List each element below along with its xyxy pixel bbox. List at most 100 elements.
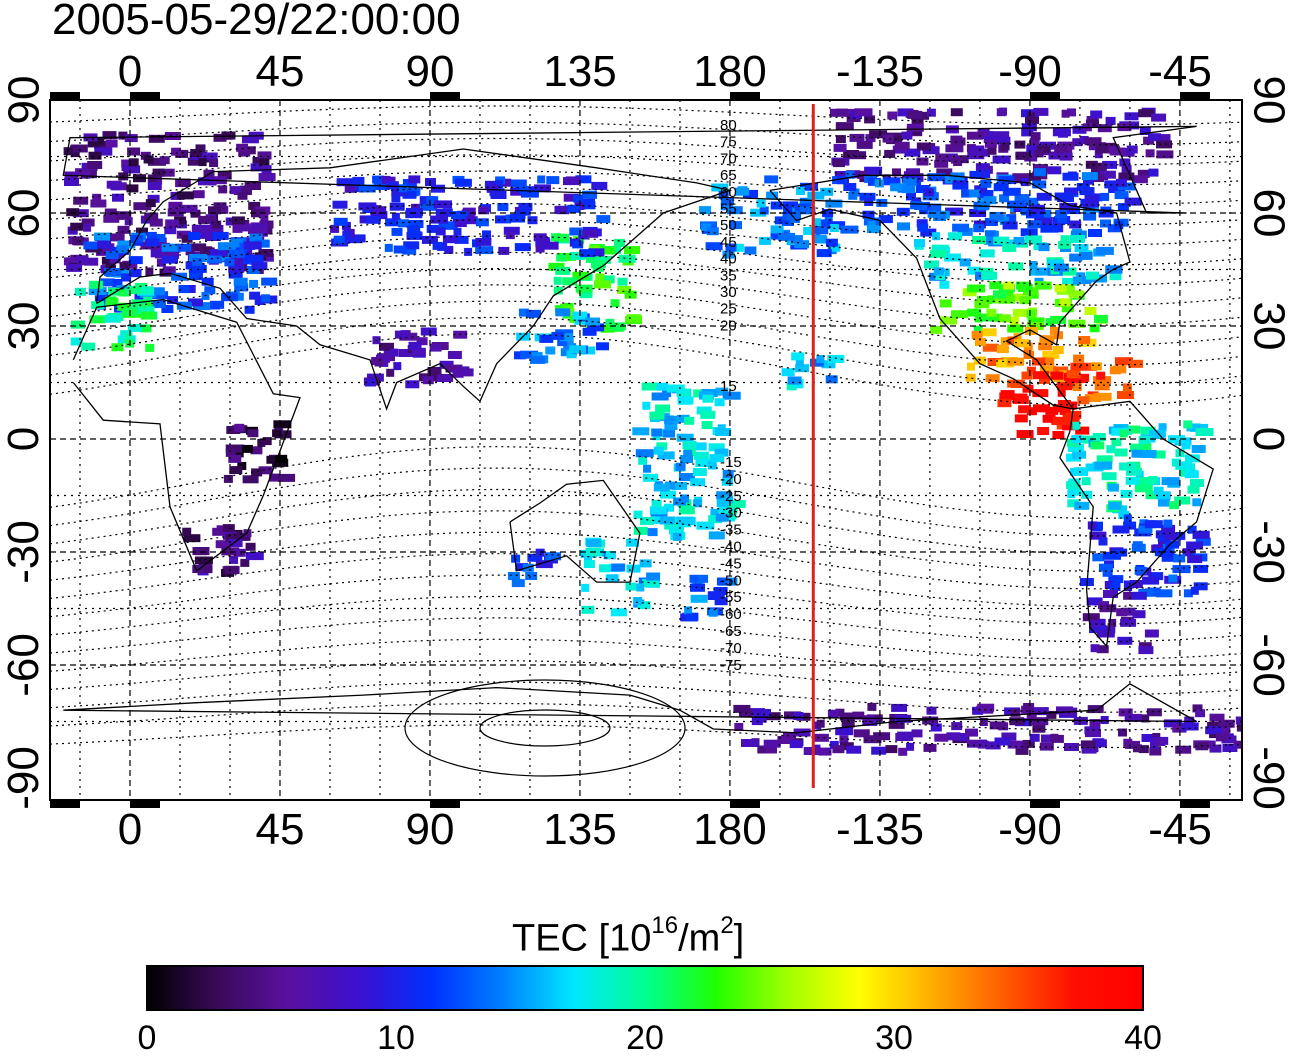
tec-cell bbox=[128, 256, 143, 265]
tec-cell bbox=[178, 285, 190, 294]
tec-cell bbox=[633, 510, 643, 519]
tec-cell bbox=[835, 108, 848, 117]
tec-cell bbox=[834, 171, 849, 179]
tec-cell bbox=[495, 215, 511, 224]
tec-cell bbox=[1105, 116, 1116, 125]
contour-label-south: -50 bbox=[720, 572, 742, 589]
tec-cell bbox=[461, 209, 475, 218]
tec-cell bbox=[215, 540, 231, 549]
tec-cell bbox=[182, 527, 192, 536]
tec-cell bbox=[728, 500, 746, 509]
tec-cell bbox=[1050, 734, 1064, 743]
tec-cell bbox=[967, 284, 986, 293]
tec-cell bbox=[478, 206, 490, 215]
tec-cell bbox=[431, 184, 445, 193]
tec-cell bbox=[596, 342, 609, 351]
tec-cell bbox=[651, 428, 663, 437]
tec-cell bbox=[406, 207, 423, 216]
tec-cell bbox=[127, 147, 141, 156]
tec-cell bbox=[720, 202, 733, 211]
tec-cell bbox=[188, 254, 207, 262]
tec-cell bbox=[636, 583, 645, 592]
tec-cell bbox=[1090, 110, 1103, 119]
tec-cell bbox=[111, 343, 124, 352]
tec-cell bbox=[1052, 346, 1064, 354]
tec-cell bbox=[490, 191, 507, 199]
tec-cell bbox=[116, 245, 129, 254]
tec-cell bbox=[977, 296, 992, 304]
magnetic-contour bbox=[50, 300, 1242, 366]
tec-cell bbox=[106, 180, 122, 189]
tec-cell bbox=[1124, 713, 1142, 722]
tec-cell bbox=[126, 269, 142, 278]
magnetic-contour bbox=[50, 154, 1242, 186]
tec-cell bbox=[1054, 284, 1072, 293]
tec-cell bbox=[807, 191, 825, 200]
lon-tick-top: -90 bbox=[998, 47, 1062, 96]
tec-cell bbox=[1095, 246, 1114, 255]
tec-cell bbox=[1148, 587, 1161, 596]
tec-cell bbox=[608, 322, 626, 331]
tec-cell bbox=[1042, 350, 1060, 359]
tec-cell bbox=[1108, 185, 1126, 193]
colorbar-tick-label: 20 bbox=[626, 1019, 664, 1057]
tec-cell bbox=[94, 295, 106, 304]
tec-cell bbox=[1132, 541, 1143, 550]
tec-cell bbox=[1218, 719, 1235, 728]
tec-cell bbox=[1059, 202, 1078, 211]
tec-cell bbox=[641, 382, 659, 391]
tec-cell bbox=[1087, 705, 1104, 714]
tec-cell bbox=[1181, 722, 1199, 731]
tec-cell bbox=[979, 249, 995, 258]
tec-cell bbox=[229, 186, 242, 195]
tec-cell bbox=[1144, 520, 1163, 529]
tec-cell bbox=[498, 246, 510, 255]
tec-cell bbox=[181, 234, 193, 243]
tec-cell bbox=[269, 473, 281, 482]
tec-cell bbox=[632, 427, 650, 436]
tec-cell bbox=[1145, 149, 1155, 158]
tec-cell bbox=[1148, 133, 1161, 142]
tec-cell bbox=[385, 218, 402, 227]
tec-cell bbox=[408, 175, 421, 184]
tec-cell bbox=[611, 563, 626, 572]
tec-cell bbox=[73, 196, 89, 205]
tec-cell bbox=[677, 396, 694, 405]
tec-cell bbox=[84, 257, 99, 266]
tec-cell bbox=[1090, 644, 1100, 653]
contour-label-north: 80 bbox=[720, 117, 737, 134]
tec-cell bbox=[1100, 219, 1111, 228]
tec-cell bbox=[526, 309, 541, 318]
tec-cell bbox=[718, 504, 735, 513]
tec-cell bbox=[818, 747, 832, 756]
tec-cell bbox=[887, 111, 898, 120]
tec-cell bbox=[726, 206, 743, 215]
tec-cell bbox=[1161, 524, 1176, 533]
tec-cell bbox=[374, 358, 384, 367]
tec-cell bbox=[717, 424, 726, 433]
tec-cell bbox=[1123, 514, 1132, 523]
tec-cell bbox=[613, 238, 625, 247]
tec-cell bbox=[163, 250, 179, 259]
lon-tick-bottom: -90 bbox=[998, 805, 1062, 854]
tec-cell bbox=[351, 234, 366, 243]
tec-cell bbox=[1122, 607, 1136, 616]
tec-cell bbox=[371, 206, 383, 215]
tec-cell bbox=[1007, 324, 1024, 333]
tec-cell bbox=[1040, 224, 1059, 233]
tec-cell bbox=[190, 149, 203, 157]
tec-cell bbox=[187, 157, 200, 166]
tec-cell bbox=[756, 199, 766, 208]
tec-cell bbox=[599, 564, 611, 573]
tec-cell bbox=[657, 451, 675, 460]
tec-cell bbox=[249, 291, 261, 300]
tec-cell bbox=[979, 170, 991, 178]
tec-cell bbox=[454, 178, 472, 187]
tec-cell bbox=[557, 338, 568, 347]
tec-cell bbox=[556, 206, 570, 215]
tec-cell bbox=[790, 235, 803, 244]
tec-cell bbox=[950, 137, 966, 146]
tec-cell bbox=[696, 521, 715, 530]
tec-cell bbox=[1129, 443, 1143, 452]
tec-cell bbox=[1018, 405, 1032, 414]
